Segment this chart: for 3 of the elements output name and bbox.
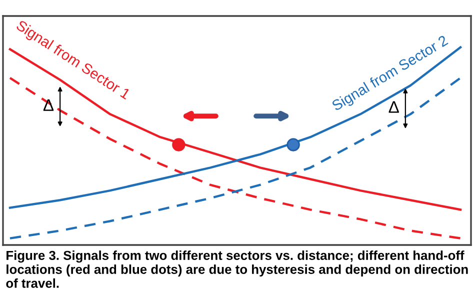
caption: Figure 3. Signals from two different sectors vs. distance; different hand-off locations (red and blue dots) are due to hysteresis and depend on direction of travel. [6,250,468,288]
annotation: Δ [43,99,54,111]
annotation: Δ [388,101,399,113]
